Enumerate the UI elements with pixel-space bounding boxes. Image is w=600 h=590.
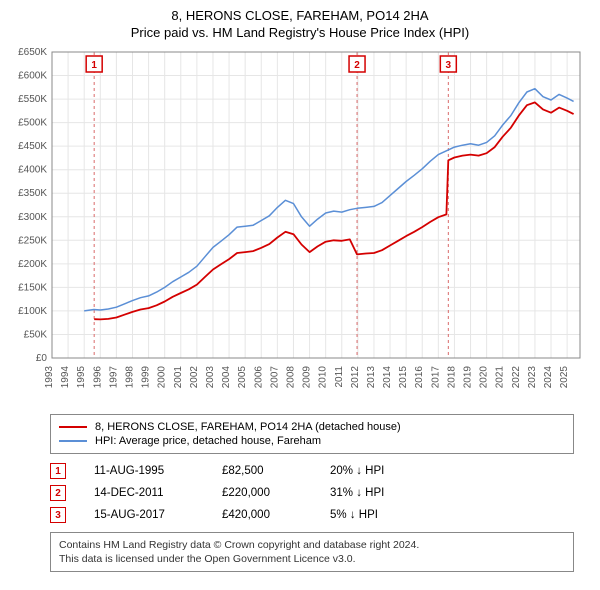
- svg-text:£300K: £300K: [18, 212, 47, 223]
- svg-text:2024: 2024: [543, 366, 554, 389]
- svg-text:£650K: £650K: [18, 47, 47, 58]
- legend: 8, HERONS CLOSE, FAREHAM, PO14 2HA (deta…: [50, 414, 574, 454]
- svg-text:2013: 2013: [366, 366, 377, 389]
- svg-text:2011: 2011: [334, 366, 345, 388]
- svg-text:2015: 2015: [398, 366, 409, 389]
- svg-text:3: 3: [446, 60, 452, 71]
- legend-item: 8, HERONS CLOSE, FAREHAM, PO14 2HA (deta…: [59, 420, 565, 434]
- svg-text:2007: 2007: [269, 366, 280, 389]
- svg-text:2000: 2000: [157, 366, 168, 389]
- marker-hpi-delta: 5% ↓ HPI: [330, 509, 430, 521]
- svg-text:1996: 1996: [92, 366, 103, 389]
- footer-line-1: Contains HM Land Registry data © Crown c…: [59, 538, 565, 552]
- marker-date: 14-DEC-2011: [94, 487, 194, 499]
- legend-swatch: [59, 426, 87, 428]
- svg-text:2005: 2005: [237, 366, 248, 389]
- marker-badge: 3: [50, 507, 66, 523]
- svg-text:1998: 1998: [124, 366, 135, 389]
- svg-text:£500K: £500K: [18, 118, 47, 129]
- svg-text:1997: 1997: [108, 366, 119, 389]
- svg-text:2003: 2003: [205, 366, 216, 389]
- svg-text:2016: 2016: [414, 366, 425, 389]
- svg-text:2018: 2018: [446, 366, 457, 389]
- svg-text:2021: 2021: [495, 366, 506, 389]
- svg-text:2017: 2017: [430, 366, 441, 389]
- footer-line-2: This data is licensed under the Open Gov…: [59, 552, 565, 566]
- attribution-footer: Contains HM Land Registry data © Crown c…: [50, 532, 574, 572]
- marker-table: 1 11-AUG-1995 £82,500 20% ↓ HPI 2 14-DEC-2011…: [50, 460, 574, 526]
- svg-text:1993: 1993: [44, 366, 55, 389]
- svg-text:1995: 1995: [76, 366, 87, 389]
- svg-text:£250K: £250K: [18, 235, 47, 246]
- marker-row: 1 11-AUG-1995 £82,500 20% ↓ HPI: [50, 460, 574, 482]
- svg-text:1999: 1999: [141, 366, 152, 389]
- svg-text:2001: 2001: [173, 366, 184, 389]
- title-line-1: 8, HERONS CLOSE, FAREHAM, PO14 2HA: [10, 8, 590, 23]
- svg-text:2019: 2019: [463, 366, 474, 389]
- svg-text:£400K: £400K: [18, 165, 47, 176]
- svg-text:£0: £0: [36, 353, 48, 364]
- svg-text:2014: 2014: [382, 366, 393, 389]
- legend-swatch: [59, 440, 87, 442]
- chart-title-block: 8, HERONS CLOSE, FAREHAM, PO14 2HA Price…: [10, 8, 590, 40]
- marker-price: £420,000: [222, 509, 302, 521]
- svg-text:£150K: £150K: [18, 282, 47, 293]
- svg-text:2: 2: [354, 60, 360, 71]
- svg-text:£600K: £600K: [18, 71, 47, 82]
- svg-text:2023: 2023: [527, 366, 538, 389]
- svg-text:1994: 1994: [60, 366, 71, 389]
- svg-text:£450K: £450K: [18, 141, 47, 152]
- svg-text:2022: 2022: [511, 366, 522, 389]
- marker-badge: 1: [50, 463, 66, 479]
- svg-text:2002: 2002: [189, 366, 200, 389]
- svg-text:£550K: £550K: [18, 94, 47, 105]
- svg-text:2006: 2006: [253, 366, 264, 389]
- title-line-2: Price paid vs. HM Land Registry's House …: [10, 25, 590, 40]
- svg-text:£350K: £350K: [18, 188, 47, 199]
- svg-text:1: 1: [91, 60, 97, 71]
- svg-text:2010: 2010: [318, 366, 329, 389]
- marker-row: 2 14-DEC-2011 £220,000 31% ↓ HPI: [50, 482, 574, 504]
- price-chart: £0 £50K £100K £150K £200K £250K £300K £350K £400…: [10, 46, 590, 406]
- svg-text:2012: 2012: [350, 366, 361, 389]
- legend-label: 8, HERONS CLOSE, FAREHAM, PO14 2HA (deta…: [95, 421, 401, 433]
- svg-text:£50K: £50K: [24, 329, 48, 340]
- legend-label: HPI: Average price, detached house, Fare…: [95, 435, 321, 447]
- svg-text:2008: 2008: [285, 366, 296, 389]
- svg-text:2025: 2025: [559, 366, 570, 389]
- marker-hpi-delta: 31% ↓ HPI: [330, 487, 430, 499]
- svg-text:£200K: £200K: [18, 259, 47, 270]
- legend-item: HPI: Average price, detached house, Fare…: [59, 434, 565, 448]
- svg-text:£100K: £100K: [18, 306, 47, 317]
- marker-price: £220,000: [222, 487, 302, 499]
- marker-hpi-delta: 20% ↓ HPI: [330, 465, 430, 477]
- svg-text:2009: 2009: [302, 366, 313, 389]
- marker-price: £82,500: [222, 465, 302, 477]
- marker-row: 3 15-AUG-2017 £420,000 5% ↓ HPI: [50, 504, 574, 526]
- chart-area: £0 £50K £100K £150K £200K £250K £300K £350K £400…: [10, 46, 590, 406]
- marker-badge: 2: [50, 485, 66, 501]
- chart-container: 8, HERONS CLOSE, FAREHAM, PO14 2HA Price…: [0, 0, 600, 582]
- svg-text:2004: 2004: [221, 366, 232, 389]
- marker-date: 11-AUG-1995: [94, 465, 194, 477]
- svg-text:2020: 2020: [479, 366, 490, 389]
- marker-date: 15-AUG-2017: [94, 509, 194, 521]
